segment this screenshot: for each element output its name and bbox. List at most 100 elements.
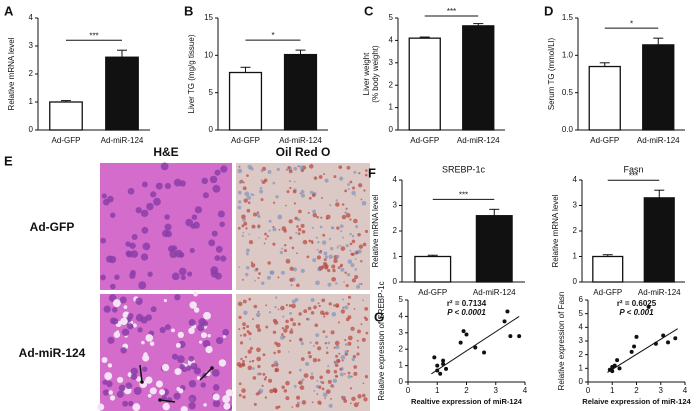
y-tick-label: 5: [579, 309, 584, 318]
nucleus: [135, 313, 144, 322]
stain: [335, 199, 338, 202]
vacuole: [225, 389, 234, 397]
stain: [345, 283, 349, 288]
y-tick-label: 5: [209, 88, 214, 97]
nucleus: [212, 399, 221, 408]
nucleus: [212, 184, 221, 193]
stain: [349, 387, 353, 390]
stain: [246, 330, 250, 334]
stain: [306, 255, 310, 259]
stain: [242, 186, 247, 191]
stain: [255, 324, 261, 329]
stain: [241, 362, 246, 367]
stain: [354, 268, 358, 271]
stain: [310, 297, 315, 302]
stain: [312, 344, 315, 348]
vacuole: [145, 376, 153, 384]
stain: [356, 339, 359, 342]
nucleus: [188, 380, 197, 388]
stain: [258, 388, 264, 394]
stain: [324, 397, 326, 400]
stain: [262, 353, 266, 357]
stain: [325, 369, 331, 374]
stain: [319, 402, 322, 405]
x-tick-label: Ad-miR-124: [457, 136, 500, 145]
stain: [345, 244, 349, 248]
nucleus: [171, 272, 180, 281]
nucleus: [187, 271, 193, 277]
trendline: [431, 315, 520, 375]
stain: [339, 224, 344, 229]
stain: [306, 317, 309, 321]
y-tick-label: 0: [399, 377, 404, 386]
stain: [252, 367, 255, 370]
stain: [347, 182, 350, 186]
stain: [296, 252, 298, 255]
stain: [350, 402, 352, 405]
stain: [327, 365, 330, 368]
row-label: Ad-miR-124: [19, 346, 86, 360]
stain: [242, 359, 246, 363]
nucleus: [141, 181, 148, 188]
stain: [280, 335, 285, 340]
nucleus: [100, 237, 107, 244]
stain: [261, 281, 265, 285]
stain: [328, 403, 333, 408]
nucleus: [150, 191, 157, 198]
nucleus: [142, 242, 151, 251]
stain: [299, 385, 305, 390]
stain: [344, 271, 347, 274]
y-tick-label: 1: [29, 97, 34, 106]
point: [505, 309, 510, 314]
stain: [273, 360, 278, 366]
stain: [257, 364, 261, 369]
stain: [288, 371, 292, 374]
stain: [363, 189, 366, 192]
stain: [329, 237, 332, 241]
vacuole: [193, 291, 198, 297]
stain: [351, 239, 356, 244]
y-tick-label: 5: [389, 13, 394, 22]
stain: [335, 344, 340, 350]
stain: [272, 387, 278, 393]
stain: [335, 202, 340, 207]
vacuole: [203, 403, 207, 407]
y-tick-label: 2: [389, 80, 394, 89]
stain: [325, 335, 328, 339]
point: [673, 336, 678, 341]
stain: [336, 226, 340, 230]
nucleus: [147, 271, 153, 277]
x-tick-label: Ad-miR-124: [473, 288, 516, 297]
bar: [592, 255, 624, 283]
stain: [351, 396, 356, 402]
arrow: [159, 399, 176, 403]
stain: [286, 190, 290, 194]
stain: [361, 337, 366, 342]
stain: [277, 276, 280, 279]
stain: [277, 349, 281, 354]
stain: [303, 309, 308, 314]
stain: [343, 373, 346, 375]
stain: [332, 385, 335, 388]
stain: [350, 263, 355, 268]
vacuole: [200, 332, 207, 339]
stain: [364, 173, 368, 177]
nucleus: [116, 390, 124, 398]
stain: [293, 180, 296, 183]
stain: [333, 258, 338, 264]
stain: [248, 233, 251, 236]
stain: [263, 178, 268, 183]
stain: [357, 329, 361, 334]
stain: [246, 208, 251, 213]
nucleus: [194, 206, 203, 214]
stain: [265, 304, 268, 307]
stain: [349, 232, 352, 236]
x-tick-label: Ad-GFP: [590, 136, 619, 145]
stain: [351, 328, 354, 331]
stain: [324, 178, 329, 183]
nucleus: [211, 230, 218, 237]
vacuole: [155, 380, 163, 388]
stain: [238, 180, 243, 184]
stain: [339, 372, 344, 377]
nucleus: [222, 328, 230, 336]
